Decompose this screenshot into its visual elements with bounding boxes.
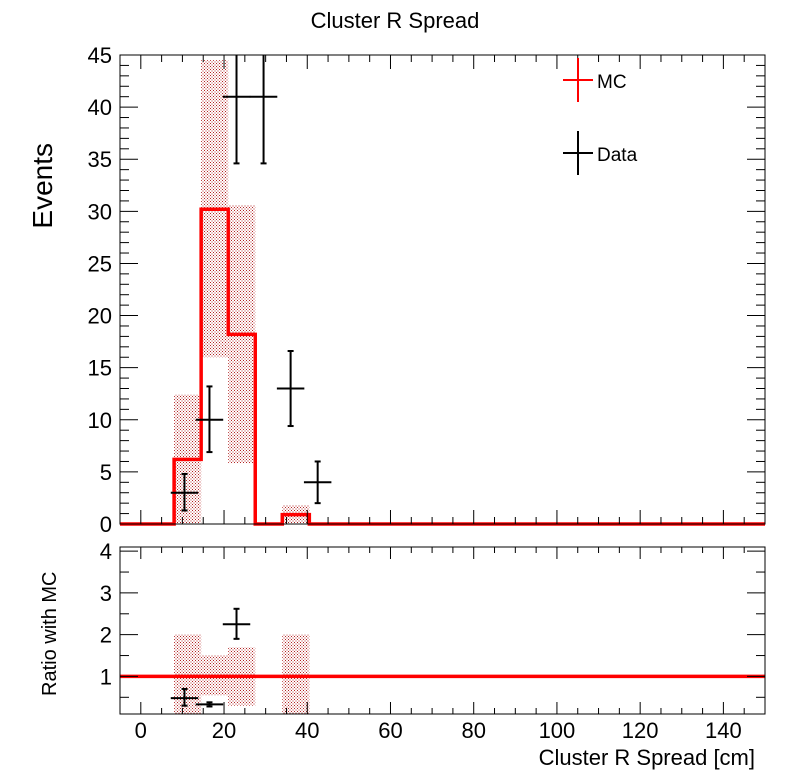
top-y-tick-label: 35 bbox=[88, 147, 112, 172]
top-y-axis-label: Events bbox=[27, 143, 58, 229]
bottom-y-tick-label: 4 bbox=[100, 539, 112, 564]
top-y-tick-label: 5 bbox=[100, 460, 112, 485]
legend-entry-mc: MC bbox=[563, 58, 627, 102]
ratio-point-0 bbox=[170, 687, 199, 707]
data-point-1 bbox=[195, 385, 224, 454]
ratio-point-1 bbox=[195, 701, 224, 708]
top-plot-frame bbox=[119, 54, 766, 525]
x-tick-label: 120 bbox=[622, 718, 659, 743]
bottom-plot-frame bbox=[119, 546, 766, 715]
legend-label-mc: MC bbox=[597, 72, 627, 93]
x-tick-label: 0 bbox=[135, 718, 147, 743]
x-tick-label: 140 bbox=[705, 718, 742, 743]
ratio-point-2 bbox=[222, 607, 251, 640]
top-y-tick-label: 30 bbox=[88, 199, 112, 224]
ratio-band-3 bbox=[282, 634, 310, 714]
top-y-tick-label: 25 bbox=[88, 251, 112, 276]
ratio-band-0 bbox=[174, 634, 202, 714]
x-tick-label: 100 bbox=[539, 718, 576, 743]
top-y-tick-label: 0 bbox=[100, 512, 112, 537]
bottom-y-tick-label: 1 bbox=[100, 664, 112, 689]
x-tick-label: 20 bbox=[212, 718, 236, 743]
ratio-points bbox=[170, 607, 251, 708]
bottom-y-tick-label: 3 bbox=[100, 581, 112, 606]
legend-label-data: Data bbox=[597, 145, 638, 166]
data-point-5 bbox=[303, 460, 332, 505]
data-point-4 bbox=[276, 349, 305, 428]
x-axis-label: Cluster R Spread [cm] bbox=[539, 745, 755, 770]
legend: MC Data bbox=[563, 58, 638, 175]
data-point-0 bbox=[170, 472, 199, 512]
x-tick-label: 40 bbox=[295, 718, 319, 743]
top-y-tick-label: 45 bbox=[88, 43, 112, 68]
bottom-y-tick-label: 2 bbox=[100, 623, 112, 648]
x-tick-label: 60 bbox=[378, 718, 402, 743]
top-y-tick-label: 10 bbox=[88, 408, 112, 433]
legend-entry-data: Data bbox=[563, 131, 638, 175]
top-axes: 0 5 10 15 20 25 30 35 40 45 bbox=[88, 43, 766, 537]
bottom-y-axis-label: Ratio with MC bbox=[39, 572, 61, 696]
data-points bbox=[170, 55, 332, 512]
data-point-3 bbox=[249, 55, 278, 165]
ratio-uncertainty-bands bbox=[174, 634, 310, 714]
top-y-tick-label: 20 bbox=[88, 304, 112, 329]
top-y-tick-label: 15 bbox=[88, 356, 112, 381]
mc-uncertainty-bands bbox=[174, 60, 310, 524]
chart-title: Cluster R Spread bbox=[311, 8, 480, 33]
data-point-2 bbox=[222, 55, 251, 165]
top-y-tick-label: 40 bbox=[88, 95, 112, 120]
x-tick-label: 80 bbox=[461, 718, 485, 743]
